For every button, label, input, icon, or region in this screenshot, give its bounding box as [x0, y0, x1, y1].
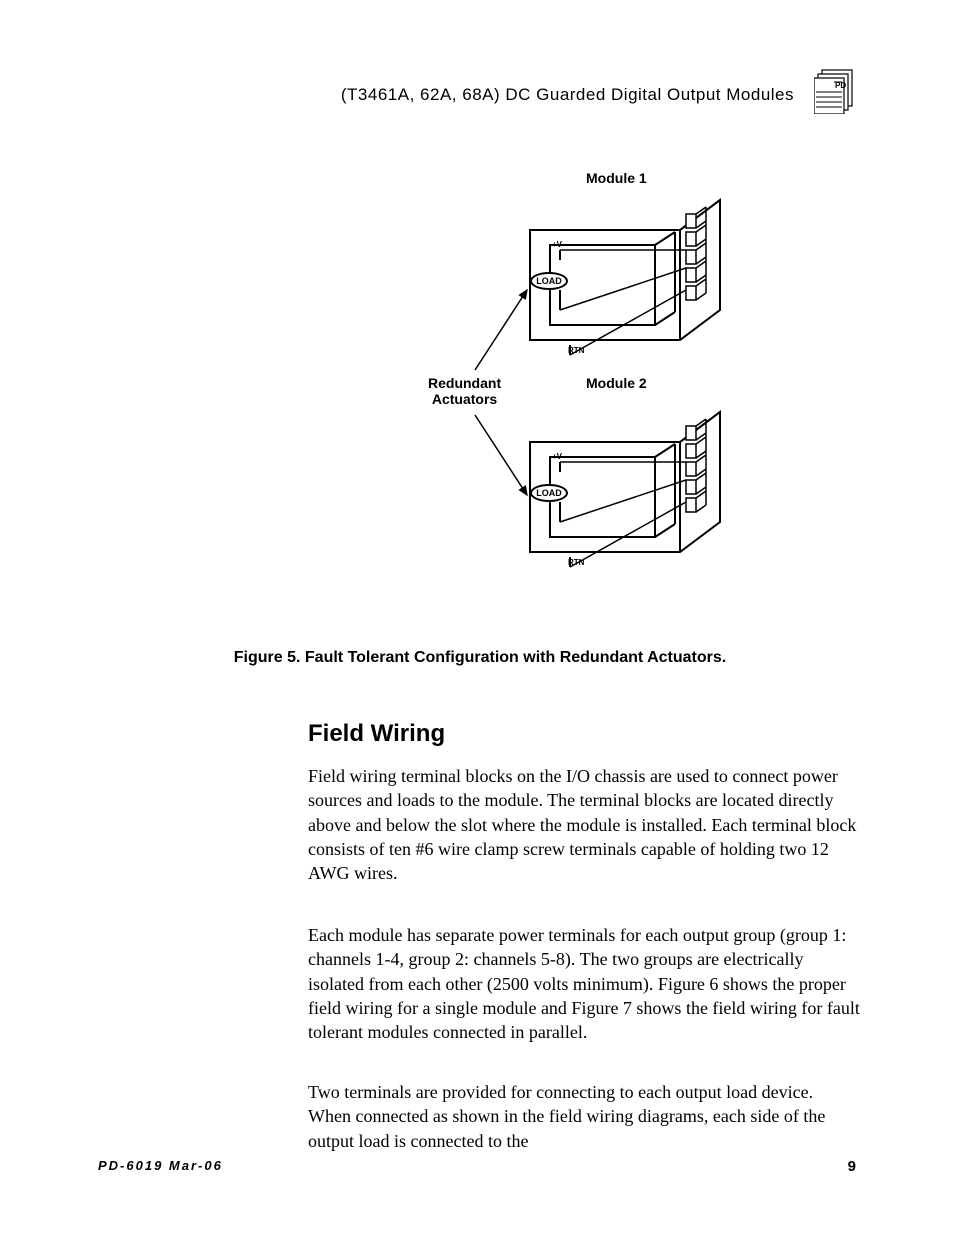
header-title: (T3461A, 62A, 68A) DC Guarded Digital Ou… — [0, 85, 854, 105]
module2-label: Module 2 — [586, 375, 647, 391]
body-paragraph-2: Each module has separate power terminals… — [308, 923, 860, 1044]
footer-doc-id: PD-6019 Mar-06 — [98, 1158, 223, 1175]
footer-page-number: 9 — [848, 1158, 856, 1175]
section-heading-field-wiring: Field Wiring — [308, 720, 445, 748]
figure-caption: Figure 5. Fault Tolerant Configuration w… — [120, 648, 840, 669]
page-header: (T3461A, 62A, 68A) DC Guarded Digital Ou… — [0, 85, 954, 105]
module2-load: LOAD — [530, 484, 568, 502]
body-paragraph-1: Field wiring terminal blocks on the I/O … — [308, 764, 860, 885]
page-footer: PD-6019 Mar-06 9 — [98, 1158, 856, 1175]
figure-diagram: Module 1 — [290, 150, 850, 620]
module2-plusv: +V — [552, 452, 562, 461]
module1-label: Module 1 — [586, 170, 647, 186]
module2-rtn: RTN — [568, 558, 584, 567]
body-paragraph-3: Two terminals are provided for connectin… — [308, 1080, 860, 1153]
module1-rtn: RTN — [568, 346, 584, 355]
module1-plusv: +V — [552, 240, 562, 249]
document-page: PD (T3461A, 62A, 68A) DC Guarded Digital… — [0, 0, 954, 1235]
